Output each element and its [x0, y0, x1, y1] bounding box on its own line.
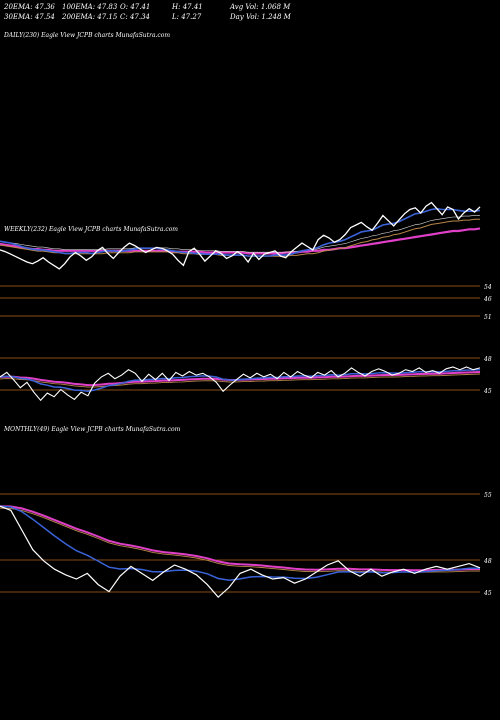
weekly-panel-label: WEEKLY(232) Eagle View JCPB charts Munaf…	[4, 226, 178, 233]
weekly-ema-brown-line	[0, 373, 481, 388]
monthly-ema-blue-line	[0, 505, 481, 582]
daily-ema-thin-line	[0, 215, 480, 253]
monthly-level-label-45: 45	[483, 590, 492, 597]
daily-level-label-48: 48	[483, 356, 492, 363]
daily-panel-label: DAILY(230) Eagle View JCPB charts Munafa…	[4, 32, 171, 39]
header-row1-item-1: 100EMA: 47.83	[62, 3, 118, 11]
daily-ema-blue-line	[0, 207, 481, 257]
monthly-price-line	[0, 505, 481, 599]
header-row2-item-3: L: 47.27	[172, 13, 202, 21]
header-row1-item-3: H: 47.41	[172, 3, 203, 11]
header-row2-item-4: Day Vol: 1.248 M	[230, 13, 291, 21]
monthly-level-label-55: 55	[484, 492, 492, 499]
monthly-level-label-48: 48	[483, 558, 492, 565]
daily-level-label-46: 46	[483, 296, 492, 303]
header-row2-item-1: 200EMA: 47.15	[62, 13, 118, 21]
daily-level-label-54: 54	[484, 284, 492, 291]
daily-price-line	[0, 201, 481, 270]
monthly-ema-brown-line	[0, 507, 481, 573]
daily-ema-pink-line	[0, 227, 481, 255]
weekly-price-line	[0, 366, 481, 402]
daily-level-label-45: 45	[483, 388, 492, 395]
header-row1-item-4: Avg Vol: 1.068 M	[230, 3, 291, 11]
weekly-ema-pink-line	[0, 371, 481, 387]
daily-level-label-51: 51	[484, 314, 492, 321]
header-row2-item-0: 30EMA: 47.54	[4, 13, 55, 21]
header-row2-item-2: C: 47.34	[120, 13, 150, 21]
header-row1-item-2: O: 47.41	[120, 3, 151, 11]
monthly-ema-pink-line	[0, 505, 481, 572]
header-row1-item-0: 20EMA: 47.36	[4, 3, 55, 11]
monthly-panel-label: MONTHLY(49) Eagle View JCPB charts Munaf…	[4, 426, 181, 433]
